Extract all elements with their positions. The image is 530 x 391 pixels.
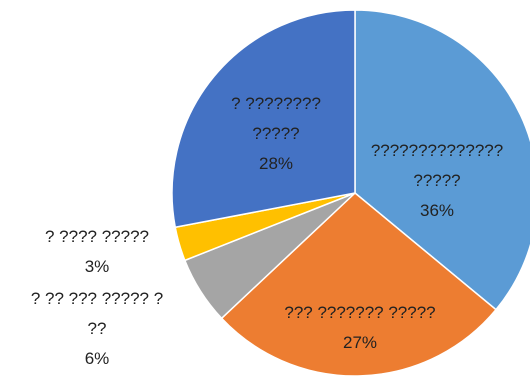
data-label-text: ??? ??????? ????? xyxy=(284,303,435,322)
data-label-text: ? ?? ??? ????? ? xyxy=(31,289,163,308)
data-label-percent: 28% xyxy=(259,154,293,173)
data-label-text: ?? xyxy=(88,319,107,338)
data-label-percent: 27% xyxy=(343,333,377,352)
data-label-text: ? ???? ????? xyxy=(45,227,149,246)
data-label-percent: 3% xyxy=(85,257,110,276)
data-label-text: ? ???????? xyxy=(231,94,321,113)
data-label-2: ? ?? ??? ????? ??? 6% xyxy=(31,289,163,368)
slices-layer xyxy=(171,9,530,377)
data-label-0: ??????????????????? 36% xyxy=(371,141,503,220)
data-label-percent: 36% xyxy=(420,201,454,220)
data-label-4: ? ????????????? 28% xyxy=(231,94,321,173)
pie-slice-1 xyxy=(220,192,498,377)
data-label-3: ? ???? ????? 3% xyxy=(45,227,149,276)
data-label-text: ????? xyxy=(413,171,460,190)
data-label-text: ?????????????? xyxy=(371,141,503,160)
pie-slice-0 xyxy=(354,9,530,311)
data-label-text: ????? xyxy=(252,124,299,143)
data-label-percent: 6% xyxy=(85,349,110,368)
labels-layer: ??????????????????? 36% ??? ??????? ????? 2… xyxy=(31,94,503,368)
data-label-1: ??? ??????? ????? 27% xyxy=(284,303,435,352)
pie-slice-4 xyxy=(171,9,356,229)
